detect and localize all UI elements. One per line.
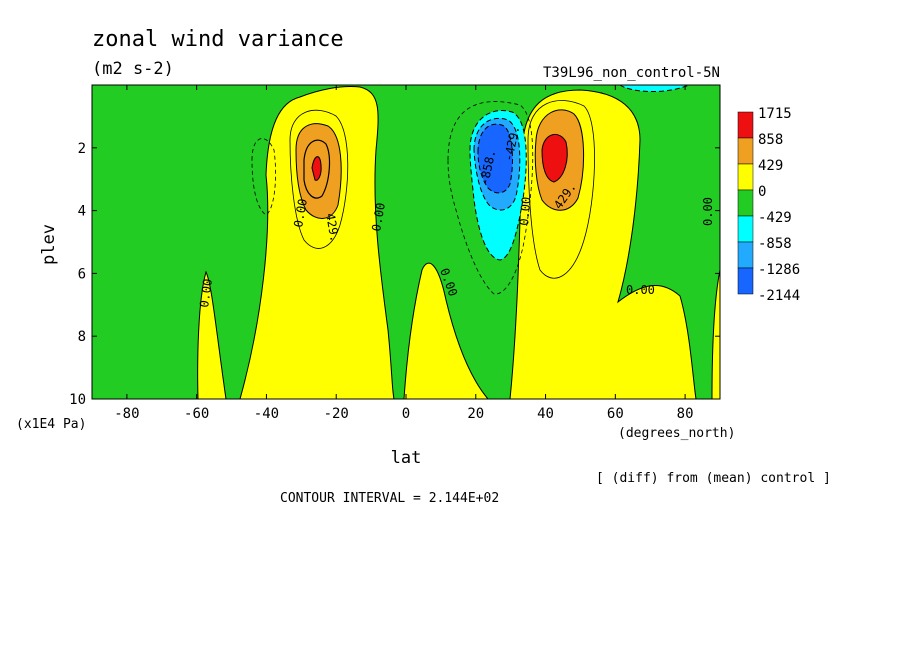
legend-label: 858 bbox=[758, 132, 783, 148]
x-tick-label: -20 bbox=[324, 406, 349, 422]
contour-label: 429. bbox=[323, 212, 342, 243]
legend-label: -858 bbox=[758, 236, 792, 252]
x-tick-label: -60 bbox=[184, 406, 209, 422]
contour-plot bbox=[92, 85, 720, 399]
legend-label: -2144 bbox=[758, 288, 800, 304]
dashed-contour-south bbox=[251, 138, 276, 216]
x-axis-label: lat bbox=[391, 448, 422, 468]
contour-interval: CONTOUR INTERVAL = 2.144E+02 bbox=[280, 491, 499, 506]
y-axis-label: plev bbox=[39, 224, 59, 265]
y-tick-label: 2 bbox=[78, 141, 86, 157]
x-tick-label: -80 bbox=[114, 406, 139, 422]
legend: 1715 858 429 0 -429 -858 -1286 -2144 bbox=[737, 106, 800, 304]
y-axis-units: (x1E4 Pa) bbox=[16, 417, 86, 432]
chart-title: zonal wind variance bbox=[92, 27, 344, 52]
chart-units: (m2 s-2) bbox=[92, 59, 174, 79]
contour-label: 0.00 bbox=[369, 202, 388, 233]
x-tick-label: 80 bbox=[677, 406, 694, 422]
note-diff-from-control: [ (diff) from (mean) control ] bbox=[596, 471, 831, 486]
contour-label: 0.00 bbox=[197, 278, 215, 309]
legend-label: 0 bbox=[758, 184, 766, 200]
positive-region-south-jet bbox=[239, 86, 395, 399]
y-tick-label: 8 bbox=[78, 329, 86, 345]
max-south-red bbox=[311, 156, 322, 181]
dashed-contour-outer bbox=[447, 101, 534, 295]
legend-label: -429 bbox=[758, 210, 792, 226]
legend-swatch bbox=[737, 267, 754, 295]
legend-label: 1715 bbox=[758, 106, 792, 122]
positive-region-south-low bbox=[197, 270, 227, 399]
contour-label: 0.00 bbox=[626, 283, 655, 297]
legend-swatch bbox=[737, 189, 754, 217]
max-north-red bbox=[541, 134, 568, 183]
thin-contour-south bbox=[289, 109, 349, 249]
x-tick-label: 40 bbox=[537, 406, 554, 422]
contour-label: 0.00 bbox=[517, 196, 533, 226]
contour-label: 0.00 bbox=[291, 198, 310, 229]
legend-swatch bbox=[737, 163, 754, 191]
x-tick-label: -40 bbox=[254, 406, 279, 422]
y-tick-label: 10 bbox=[69, 392, 86, 408]
positive-region-equator bbox=[403, 262, 489, 399]
y-tick-label: 6 bbox=[78, 266, 86, 282]
x-axis-units: (degrees_north) bbox=[618, 426, 735, 441]
legend-swatch bbox=[737, 111, 754, 139]
legend-swatch bbox=[737, 137, 754, 165]
neg-area-top bbox=[619, 85, 691, 93]
x-tick-label: 20 bbox=[467, 406, 484, 422]
y-tick-label: 4 bbox=[78, 204, 86, 220]
y-axis: 2 4 6 8 10 bbox=[69, 141, 720, 408]
contour-label: 0.00 bbox=[701, 197, 715, 226]
x-tick-label: 0 bbox=[402, 406, 410, 422]
run-label: T39L96_non_control-5N bbox=[543, 65, 720, 81]
legend-label: 429 bbox=[758, 158, 783, 174]
legend-swatch bbox=[737, 215, 754, 243]
thin-contour-north bbox=[527, 100, 595, 279]
region-neg-1286 bbox=[477, 123, 513, 194]
x-axis: -80 -60 -40 -20 0 20 40 60 80 bbox=[114, 85, 694, 422]
legend-label: -1286 bbox=[758, 262, 800, 278]
x-tick-label: 60 bbox=[607, 406, 624, 422]
legend-swatch bbox=[737, 241, 754, 269]
